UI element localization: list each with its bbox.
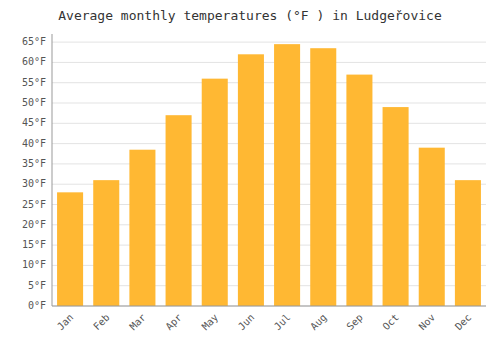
y-tick-label: 15°F xyxy=(22,239,46,250)
x-tick-label: Mar xyxy=(127,312,148,333)
y-axis-line xyxy=(52,34,53,306)
y-axis: 0°F 5°F 10°F 15°F 20°F 25°F 30°F 35°F 40°F 45°F 50… xyxy=(22,34,52,311)
grid-line xyxy=(52,306,486,307)
y-tick-label: 25°F xyxy=(22,199,46,210)
bar xyxy=(455,180,481,306)
grid xyxy=(52,42,486,306)
bar xyxy=(346,75,372,306)
title: Average monthly temperatures (°F ) in Lu… xyxy=(58,8,442,23)
bar xyxy=(238,54,264,306)
grid-line xyxy=(52,143,486,144)
bar xyxy=(129,150,155,306)
x-tick-label: Aug xyxy=(308,312,329,333)
y-tick-label: 40°F xyxy=(22,138,46,149)
y-tick-label: 30°F xyxy=(22,178,46,189)
y-tick-label: 60°F xyxy=(22,56,46,67)
y-tick-label: 55°F xyxy=(22,77,46,88)
x-tick-label: Jun xyxy=(236,312,257,333)
x-tick-label: Jul xyxy=(272,312,293,333)
x-tick-label: Oct xyxy=(380,312,401,333)
y-tick-label: 45°F xyxy=(22,117,46,128)
bar xyxy=(57,192,83,306)
chart: Average monthly temperatures (°F ) in Lu… xyxy=(0,0,500,350)
x-axis-line xyxy=(52,306,486,307)
x-tick-label: Feb xyxy=(91,312,112,333)
bar xyxy=(166,115,192,306)
y-tick-label: 35°F xyxy=(22,158,46,169)
grid-line xyxy=(52,42,486,43)
y-tick-label: 5°F xyxy=(28,280,46,291)
y-tick-label: 50°F xyxy=(22,97,46,108)
y-tick-label: 0°F xyxy=(28,300,46,311)
bar xyxy=(93,180,119,306)
bar xyxy=(383,107,409,306)
bar xyxy=(419,148,445,306)
bar xyxy=(310,48,336,306)
grid-line xyxy=(52,103,486,104)
x-tick-label: Jan xyxy=(55,312,76,333)
grid-line xyxy=(52,82,486,83)
y-tick-label: 65°F xyxy=(22,36,46,47)
y-tick-label: 20°F xyxy=(22,219,46,230)
x-tick-label: Dec xyxy=(453,312,474,333)
bar xyxy=(202,79,228,306)
bar xyxy=(274,44,300,306)
bars xyxy=(57,44,481,306)
x-tick-label: Apr xyxy=(163,312,184,333)
grid-line xyxy=(52,62,486,63)
y-tick-label: 10°F xyxy=(22,259,46,270)
grid-line xyxy=(52,123,486,124)
x-tick-label: May xyxy=(200,312,221,333)
x-axis: Jan Feb Mar Apr May Jun Jul Aug Sep Oct Nov Dec xyxy=(52,306,486,332)
x-tick-label: Sep xyxy=(344,312,365,333)
x-tick-label: Nov xyxy=(417,312,438,333)
